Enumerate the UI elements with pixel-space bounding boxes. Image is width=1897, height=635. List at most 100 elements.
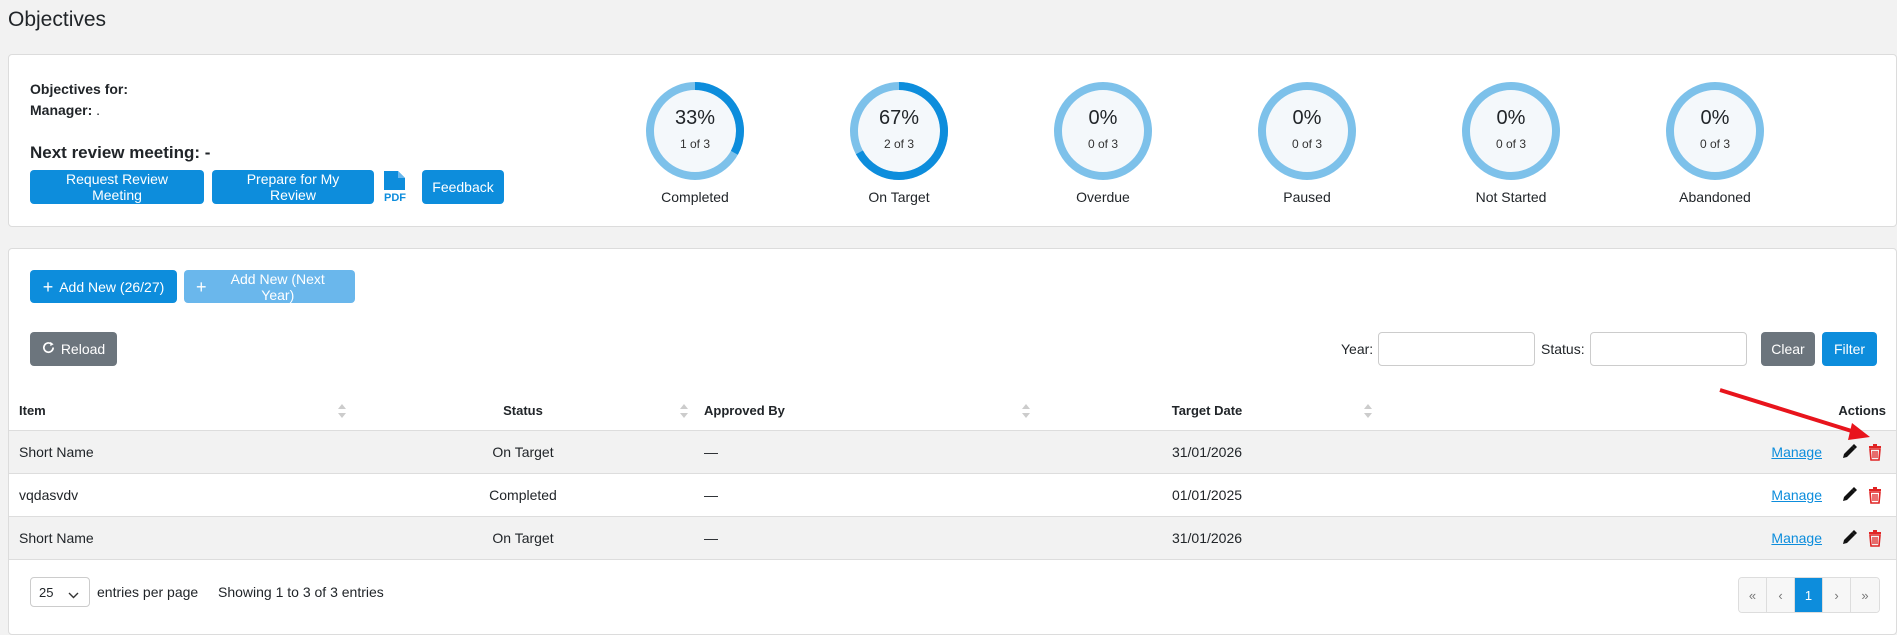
gauge-count: 0 of 3 bbox=[1291, 137, 1323, 151]
objective-info: Objectives for: Manager: . bbox=[30, 79, 128, 121]
edit-pencil-icon[interactable] bbox=[1840, 443, 1858, 461]
feedback-button[interactable]: Feedback bbox=[422, 170, 504, 204]
year-input[interactable] bbox=[1378, 332, 1535, 366]
cell-actions: Manage bbox=[1378, 473, 1896, 517]
sort-icon bbox=[338, 404, 346, 418]
gauge-percent: 0% bbox=[1292, 107, 1322, 129]
filter-button[interactable]: Filter bbox=[1822, 332, 1877, 366]
page-size-select[interactable]: 25 bbox=[30, 577, 90, 607]
column-header-actions: Actions bbox=[1378, 392, 1896, 431]
progress-ring-icon bbox=[850, 82, 948, 180]
table-row[interactable]: Short Name On Target —31/01/2026 Manage bbox=[9, 516, 1896, 560]
objectives-list-card: + Add New (26/27) + Add New (Next Year) … bbox=[8, 248, 1897, 635]
delete-trash-icon[interactable] bbox=[1866, 443, 1884, 461]
pdf-icon[interactable]: PDF bbox=[381, 170, 409, 204]
cell-status: On Target bbox=[352, 516, 694, 560]
gauge-percent: 67% bbox=[878, 107, 920, 129]
gauge-completed: 33% 1 of 3 Completed bbox=[640, 79, 750, 205]
plus-icon: + bbox=[196, 276, 207, 297]
cell-status: On Target bbox=[352, 430, 694, 474]
edit-pencil-icon[interactable] bbox=[1840, 529, 1858, 547]
progress-ring-icon bbox=[1054, 82, 1152, 180]
entries-per-page-label: entries per page bbox=[97, 584, 199, 600]
table-header-row: Item Status Approved By Target Date Acti… bbox=[9, 392, 1896, 431]
svg-text:PDF: PDF bbox=[384, 192, 406, 204]
summary-card: Objectives for: Manager: . Next review m… bbox=[8, 54, 1897, 227]
status-label: Status: bbox=[1541, 341, 1585, 357]
gauge-count: 2 of 3 bbox=[883, 137, 915, 151]
add-new-next-year-button[interactable]: + Add New (Next Year) bbox=[184, 270, 355, 303]
column-header-approved-by[interactable]: Approved By bbox=[694, 392, 1036, 431]
gauge-count: 0 of 3 bbox=[1495, 137, 1527, 151]
sort-icon bbox=[1022, 404, 1030, 418]
plus-icon: + bbox=[42, 276, 54, 297]
gauge-on-target: 67% 2 of 3 On Target bbox=[844, 79, 954, 205]
cell-actions: Manage bbox=[1378, 430, 1896, 474]
year-label: Year: bbox=[1341, 341, 1374, 357]
sort-icon bbox=[680, 404, 688, 418]
pager-page-1[interactable]: 1 bbox=[1795, 578, 1823, 612]
cell-approved-by: — bbox=[694, 430, 1036, 474]
progress-ring-icon bbox=[1462, 82, 1560, 180]
gauge-percent: 0% bbox=[1700, 107, 1730, 129]
delete-trash-icon[interactable] bbox=[1866, 529, 1884, 547]
request-review-meeting-button[interactable]: Request Review Meeting bbox=[30, 170, 204, 204]
showing-entries-text: Showing 1 to 3 of 3 entries bbox=[218, 584, 384, 600]
cell-actions: Manage bbox=[1378, 516, 1896, 560]
gauge-count: 0 of 3 bbox=[1087, 137, 1119, 151]
cell-target-date: 31/01/2026 bbox=[1036, 516, 1378, 560]
gauge-abandoned: 0% 0 of 3 Abandoned bbox=[1660, 79, 1770, 205]
cell-target-date: 31/01/2026 bbox=[1036, 430, 1378, 474]
cell-status: Completed bbox=[352, 473, 694, 517]
manager-label: Manager: bbox=[30, 102, 93, 118]
gauge-percent: 0% bbox=[1496, 107, 1526, 129]
page-size-value: 25 bbox=[39, 584, 54, 600]
sort-icon bbox=[1364, 404, 1372, 418]
add-new-button[interactable]: + Add New (26/27) bbox=[30, 270, 177, 303]
gauge-label: Overdue bbox=[1076, 189, 1130, 205]
manage-link[interactable]: Manage bbox=[1771, 486, 1822, 503]
add-new-label: Add New (26/27) bbox=[59, 278, 165, 295]
cell-item: Short Name bbox=[9, 430, 352, 474]
gauge-label: On Target bbox=[868, 189, 930, 205]
progress-ring-icon bbox=[1258, 82, 1356, 180]
clear-button[interactable]: Clear bbox=[1761, 332, 1815, 366]
cell-approved-by: — bbox=[694, 516, 1036, 560]
status-input[interactable] bbox=[1590, 332, 1747, 366]
gauge-label: Paused bbox=[1283, 189, 1331, 205]
gauge-label: Abandoned bbox=[1679, 189, 1751, 205]
table-row[interactable]: Short Name On Target —31/01/2026 Manage bbox=[9, 430, 1896, 474]
manager-value: . bbox=[96, 102, 101, 118]
column-header-target-date[interactable]: Target Date bbox=[1036, 392, 1378, 431]
prepare-for-my-review-button[interactable]: Prepare for My Review bbox=[212, 170, 374, 204]
gauge-count: 1 of 3 bbox=[679, 137, 711, 151]
gauge-count: 0 of 3 bbox=[1699, 137, 1731, 151]
manage-link[interactable]: Manage bbox=[1771, 529, 1822, 546]
delete-trash-icon[interactable] bbox=[1866, 486, 1884, 504]
column-header-item[interactable]: Item bbox=[9, 392, 352, 431]
add-new-next-year-label: Add New (Next Year) bbox=[230, 270, 325, 303]
gauge-not-started: 0% 0 of 3 Not Started bbox=[1456, 79, 1566, 205]
table-row[interactable]: vqdasvdv Completed —01/01/2025 Manage bbox=[9, 473, 1896, 517]
progress-ring-icon bbox=[1666, 82, 1764, 180]
objectives-for-label: Objectives for: bbox=[30, 81, 129, 97]
cell-target-date: 01/01/2025 bbox=[1036, 473, 1378, 517]
pager-next[interactable]: › bbox=[1823, 578, 1851, 612]
edit-pencil-icon[interactable] bbox=[1840, 486, 1858, 504]
reload-label: Reload bbox=[60, 341, 106, 357]
manage-link[interactable]: Manage bbox=[1771, 443, 1822, 460]
gauge-overdue: 0% 0 of 3 Overdue bbox=[1048, 79, 1158, 205]
pager-prev[interactable]: ‹ bbox=[1767, 578, 1795, 612]
reload-button[interactable]: Reload bbox=[30, 332, 117, 366]
pagination: « ‹ 1 › » bbox=[1738, 577, 1880, 613]
column-header-status[interactable]: Status bbox=[352, 392, 694, 431]
objectives-table: Item Status Approved By Target Date Acti… bbox=[9, 392, 1896, 560]
gauge-percent: 33% bbox=[674, 107, 716, 129]
cell-item: Short Name bbox=[9, 516, 352, 560]
chevron-down-icon bbox=[68, 587, 79, 602]
pager-last[interactable]: » bbox=[1851, 578, 1879, 612]
annotation-arrow bbox=[1719, 388, 1870, 440]
pager-first[interactable]: « bbox=[1739, 578, 1767, 612]
gauge-label: Completed bbox=[661, 189, 729, 205]
gauge-percent: 0% bbox=[1088, 107, 1118, 129]
